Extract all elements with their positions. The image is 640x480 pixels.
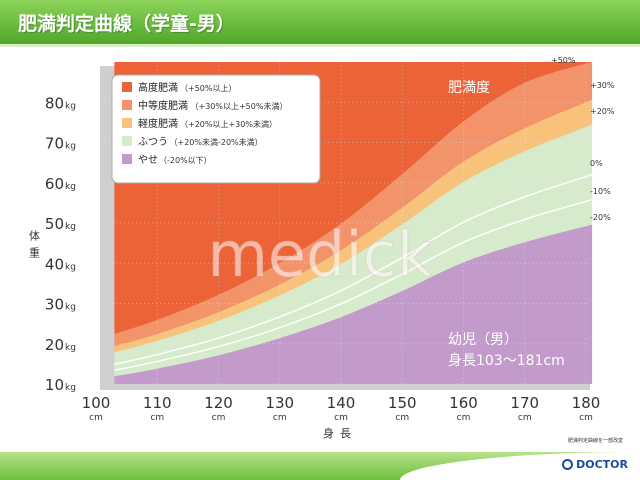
x-tick-label: 120 <box>204 394 233 412</box>
y-tick-unit: kg <box>65 383 76 393</box>
x-tick-unit: cm <box>212 413 226 423</box>
legend-label: ふつう <box>138 136 168 148</box>
x-tick-label: 160 <box>449 394 478 412</box>
x-tick-label: 130 <box>265 394 294 412</box>
note-line-2: 身長103〜181cm <box>448 353 565 369</box>
y-tick-unit: kg <box>65 101 76 111</box>
x-axis: 100cm110cm120cm130cm140cm150cm160cm170cm… <box>82 394 601 423</box>
obesity-band-label: 肥満度 <box>448 80 490 96</box>
band-4 <box>114 124 593 377</box>
legend-range: （+50%以上） <box>180 84 236 93</box>
logo-mark-icon <box>562 459 574 470</box>
source-note: 肥満判定曲線を一部改変 <box>568 438 624 444</box>
x-tick-label: 170 <box>510 394 539 412</box>
x-tick-unit: cm <box>395 413 409 423</box>
y-tick-label: 50 <box>45 215 64 233</box>
curve-label: +30% <box>590 81 615 90</box>
x-tick-unit: cm <box>579 413 593 423</box>
y-tick-unit: kg <box>65 222 76 232</box>
x-tick-unit: cm <box>457 413 471 423</box>
x-tick-label: 110 <box>143 394 172 412</box>
legend-swatch <box>122 100 132 110</box>
curve-line-4 <box>114 199 593 371</box>
y-tick-unit: kg <box>65 182 76 192</box>
x-axis-label: 身長 <box>323 426 357 440</box>
legend-label: 中等度肥満 <box>138 99 188 112</box>
title-bar: 肥満判定曲線（学童-男） <box>0 0 640 47</box>
x-tick-unit: cm <box>273 413 287 423</box>
logo-text: DOCTOR <box>576 458 628 471</box>
footer-bar <box>0 452 640 480</box>
legend-label: 軽度肥満 <box>138 117 178 130</box>
y-tick-label: 20 <box>45 336 64 354</box>
legend-range: （+20%未満-20%未満） <box>170 137 263 147</box>
y-tick-unit: kg <box>65 303 76 313</box>
legend-range: （-20%以下） <box>159 156 212 165</box>
legend-swatch <box>122 136 132 146</box>
y-tick-label: 80 <box>45 94 64 112</box>
note-line-1: 幼児（男） <box>448 332 518 348</box>
x-tick-unit: cm <box>89 413 103 423</box>
band-5 <box>114 224 593 384</box>
curve-line-3 <box>114 174 593 365</box>
y-axis-label: 体重 <box>28 229 41 264</box>
doctor-logo: DOCTOR <box>562 458 628 471</box>
curve-labels: +50% +30% +20% 0% -10% -20% <box>551 56 615 222</box>
y-tick-label: 70 <box>45 135 64 153</box>
y-tick-unit: kg <box>65 262 76 272</box>
curve-label: -10% <box>590 187 611 196</box>
obesity-chart: 100cm110cm120cm130cm140cm150cm160cm170cm… <box>28 56 615 440</box>
legend-label: やせ <box>138 154 158 166</box>
band-2 <box>114 62 593 347</box>
y-tick-label: 40 <box>45 255 64 273</box>
y-tick-label: 60 <box>45 175 64 193</box>
legend-box <box>111 74 321 184</box>
x-tick-unit: cm <box>518 413 532 423</box>
legend-swatch <box>122 82 132 92</box>
x-tick-label: 140 <box>327 394 356 412</box>
legend-range: （+20%以上+30%未満） <box>180 119 277 129</box>
y-tick-label: 30 <box>45 296 64 314</box>
legend-label: 高度肥満 <box>138 81 178 94</box>
x-tick-label: 150 <box>388 394 417 412</box>
curve-lines-layer <box>114 174 593 371</box>
band-3 <box>114 99 593 353</box>
curve-label: 0% <box>590 159 603 168</box>
legend-range: （+30%以上+50%未満） <box>191 101 288 111</box>
x-tick-label: 100 <box>82 394 111 412</box>
curve-label: -20% <box>590 213 611 222</box>
legend: 高度肥満 （+50%以上）中等度肥満 （+30%以上+50%未満）軽度肥満 （+20%… <box>111 74 321 184</box>
legend-items: 高度肥満 （+50%以上）中等度肥満 （+30%以上+50%未満）軽度肥満 （+20%… <box>122 81 287 166</box>
page-title: 肥満判定曲線（学童-男） <box>18 13 235 35</box>
x-tick-unit: cm <box>150 413 164 423</box>
x-tick-unit: cm <box>334 413 348 423</box>
legend-swatch <box>122 118 132 128</box>
x-tick-label: 180 <box>572 394 601 412</box>
curve-label: +50% <box>551 56 576 65</box>
legend-swatch <box>122 154 132 164</box>
y-tick-unit: kg <box>65 343 76 353</box>
y-tick-label: 10 <box>45 376 64 394</box>
watermark: medick <box>207 218 432 291</box>
y-tick-unit: kg <box>65 142 76 152</box>
curve-label: +20% <box>590 107 615 116</box>
